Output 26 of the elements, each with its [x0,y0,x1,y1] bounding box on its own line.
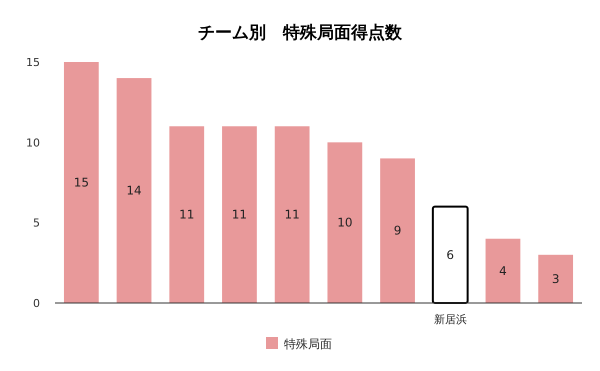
bar [169,126,204,303]
data-label: 10 [337,216,352,230]
data-label: 15 [74,176,89,190]
legend-label: 特殊局面 [284,337,332,351]
data-label: 9 [394,224,402,238]
y-tick-label: 5 [33,216,40,230]
data-label: 6 [446,248,454,262]
bar [538,254,574,303]
y-tick-label: 15 [26,56,40,69]
bar [274,126,310,303]
bar [486,238,520,303]
bar [380,158,415,303]
bar [64,62,99,303]
chart-title: チーム別 特殊局面得点数 [198,23,403,43]
data-label: 11 [284,208,300,222]
bar [327,142,362,303]
data-label: 14 [126,184,142,198]
data-label: 3 [552,272,560,286]
data-label: 4 [499,264,507,278]
data-label: 11 [232,208,248,222]
bar [116,78,152,303]
data-label: 11 [179,208,194,222]
y-tick-label: 0 [33,297,40,310]
x-tick-label: 新居浜 [434,313,467,326]
y-tick-label: 10 [26,136,40,150]
bar [222,126,257,303]
